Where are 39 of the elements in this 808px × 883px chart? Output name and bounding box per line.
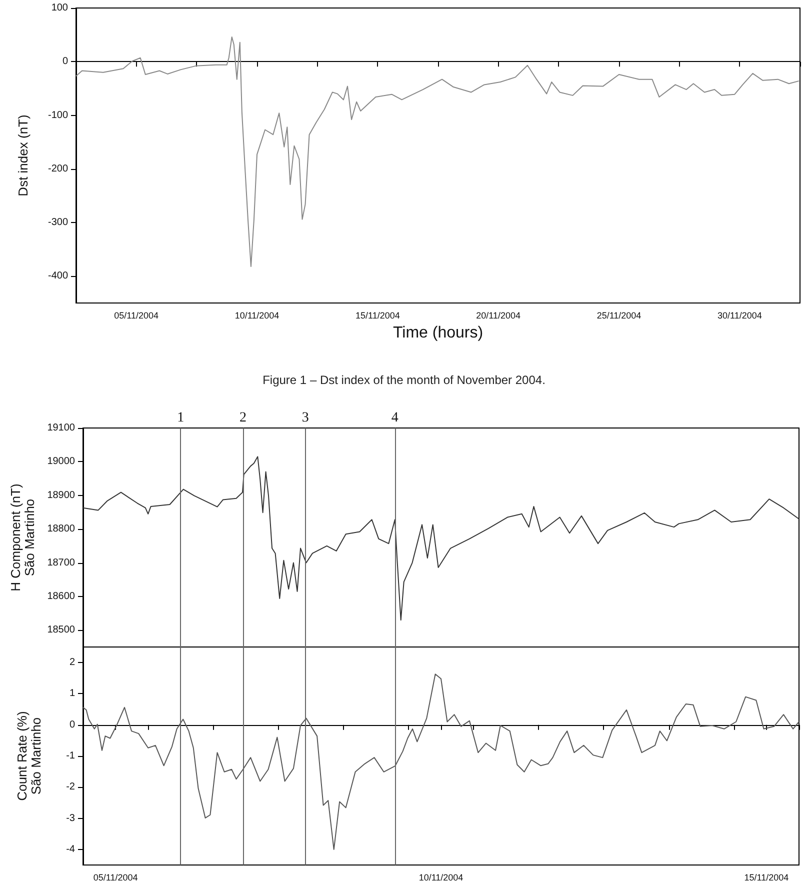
y-tick-label: -300 [48,217,68,228]
x-tick-label: 25/11/2004 [596,310,642,320]
x-tick-label: 10/11/2004 [234,310,280,320]
y-axis-title: Count Rate (%) São Martinho [14,711,44,801]
y-axis-title: H Component (nT) São Martinho [8,484,37,592]
y-axis-title: Dst index (nT) [16,114,30,196]
x-tick-label: 05/11/2004 [93,872,138,882]
x-tick-label: 05/11/2004 [114,310,159,320]
y-tick-label: 0 [62,56,68,68]
y-tick-label: -400 [48,270,68,282]
x-tick-label: 10/11/2004 [418,872,464,882]
annotation: 1 [177,410,184,426]
y-tick-label: 100 [51,2,68,14]
annotation: 2 [240,410,247,426]
x-tick-label: 15/11/2004 [744,872,789,882]
y-tick-label: 19100 [47,422,76,434]
y-tick-label: 1 [69,688,76,700]
y-tick-label: -2 [66,782,76,793]
y-tick-label: -1 [66,750,76,762]
annotation: 4 [391,410,398,426]
y-tick-label: 2 [69,657,76,668]
y-tick-label: 19000 [47,456,76,468]
y-tick-label: -4 [66,844,76,855]
y-tick-label: 18800 [47,524,76,535]
annotation: 3 [302,410,309,426]
y-tick-label: -100 [48,110,68,121]
y-tick-label: 18500 [47,624,76,636]
y-tick-label: -3 [66,812,76,824]
x-tick-label: 30/11/2004 [717,310,762,320]
y-tick-label: 0 [69,719,76,730]
x-tick-label: 15/11/2004 [355,310,400,320]
y-tick-label: 18900 [47,490,76,501]
y-tick-label: -200 [48,163,68,174]
x-tick-label: 20/11/2004 [476,310,521,320]
x-axis-title: Time (hours) [392,324,484,342]
line-series [82,456,800,621]
caption: Figure 1 – Dst index of the month of November 2004. [262,373,546,387]
y-tick-label: 18600 [47,590,76,602]
y-tick-label: 18700 [47,557,76,568]
